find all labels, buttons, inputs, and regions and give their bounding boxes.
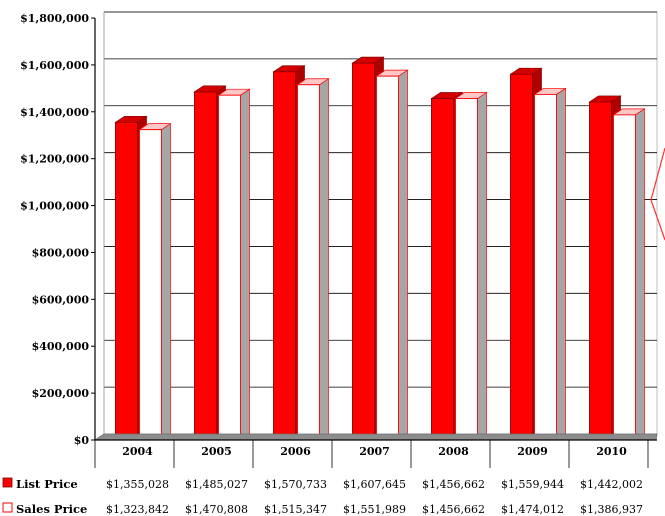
bar-side <box>556 87 566 441</box>
bar-front <box>510 73 533 441</box>
bar-front <box>589 101 612 441</box>
bar-side <box>477 91 487 441</box>
bar-front <box>115 121 138 441</box>
y-tick-label: $400,000 <box>32 340 90 353</box>
y-tick-label: $1,000,000 <box>20 200 89 213</box>
data-table-value: $1,470,808 <box>185 503 248 516</box>
data-table: List Price $1,355,028 $1,485,027 $1,570,733… <box>2 477 643 516</box>
bar-side <box>635 108 645 441</box>
bar-front <box>455 98 478 441</box>
x-tick-label: 2004 <box>122 445 153 458</box>
bar-sales-price <box>217 88 251 441</box>
bar-front <box>352 62 375 441</box>
bar-side <box>240 88 250 441</box>
legend-label: List Price <box>16 477 78 491</box>
bar-front <box>139 129 162 441</box>
bar-sales-price <box>375 69 409 441</box>
bar-sales-price <box>454 91 488 441</box>
y-tick-label: $1,600,000 <box>20 59 89 72</box>
bar-front <box>376 75 399 441</box>
y-tick-label: $600,000 <box>32 293 90 306</box>
data-table-value: $1,551,989 <box>343 503 406 516</box>
y-axis-ticks: $0 $200,000 $400,000 $600,000 $800,000 $1,000… <box>20 12 95 447</box>
y-tick-label: $200,000 <box>32 387 90 400</box>
partial-legend-marker <box>650 147 665 241</box>
legend-key-list-price <box>2 477 13 488</box>
data-table-value: $1,570,733 <box>264 478 327 491</box>
bar-front <box>194 91 217 441</box>
bar-side <box>319 78 329 441</box>
bar-front <box>273 71 296 441</box>
x-tick-label: 2009 <box>517 445 548 458</box>
bar-front <box>297 84 320 441</box>
data-table-value: $1,607,645 <box>343 478 406 491</box>
plot-floor <box>93 433 658 441</box>
bar-sales-price <box>296 78 330 441</box>
bar-sales-price <box>533 87 567 441</box>
bar-front <box>534 93 557 441</box>
y-tick-label: $1,200,000 <box>20 153 89 166</box>
data-table-value: $1,474,012 <box>501 503 564 516</box>
data-table-value: $1,456,662 <box>422 478 485 491</box>
data-table-value: $1,355,028 <box>106 478 169 491</box>
data-table-value: $1,386,937 <box>580 503 643 516</box>
bar-sales-price <box>138 122 172 441</box>
x-tick-label: 2006 <box>280 445 311 458</box>
edge-marker <box>650 147 665 241</box>
bar-front <box>218 94 241 441</box>
data-table-value: $1,515,347 <box>264 503 327 516</box>
y-tick-label: $1,400,000 <box>20 106 89 119</box>
axes <box>93 12 658 441</box>
bar-front <box>431 98 454 441</box>
x-tick-label: 2010 <box>596 445 627 458</box>
y-tick-label: $800,000 <box>32 246 90 259</box>
y-tick-label: $0 <box>74 434 90 447</box>
data-table-value: $1,485,027 <box>185 478 248 491</box>
data-table-value: $1,442,002 <box>580 478 643 491</box>
data-table-value: $1,456,662 <box>422 503 485 516</box>
x-tick-label: 2007 <box>359 445 390 458</box>
y-tick-label: $1,800,000 <box>20 12 89 25</box>
x-axis-ticks: 2004 2005 2006 2007 2008 2009 2010 <box>94 440 649 468</box>
legend-label: Sales Price <box>16 502 87 516</box>
bar-side <box>398 69 408 441</box>
legend-key-sales-price <box>2 502 13 513</box>
data-table-value: $1,559,944 <box>501 478 564 491</box>
data-table-value: $1,323,842 <box>106 503 169 516</box>
bar-sales-price <box>612 108 646 441</box>
bars <box>114 56 646 441</box>
x-tick-label: 2005 <box>201 445 232 458</box>
x-tick-label: 2008 <box>438 445 469 458</box>
bar-front <box>613 114 636 441</box>
bar-side <box>161 122 171 441</box>
